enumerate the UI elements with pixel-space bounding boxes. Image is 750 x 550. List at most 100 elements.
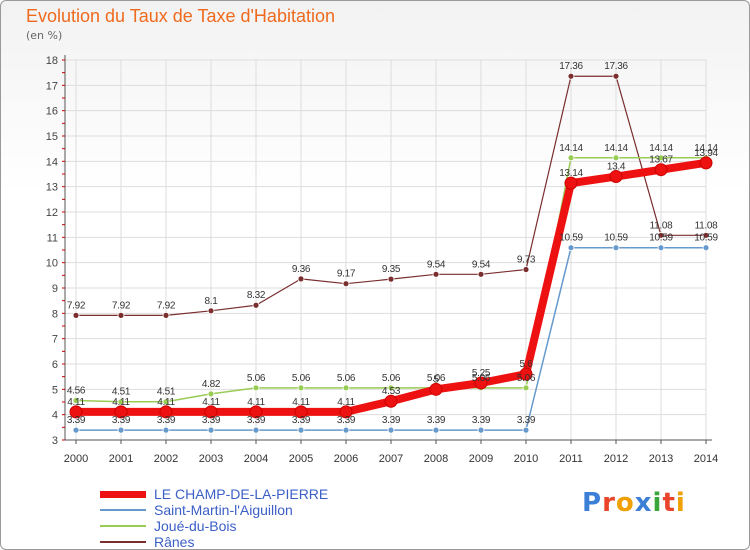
data-point	[387, 426, 395, 434]
data-label: 3.39	[337, 415, 356, 426]
data-point	[387, 275, 395, 283]
data-point	[612, 244, 620, 252]
data-label: 4.82	[202, 379, 221, 390]
data-point	[477, 270, 485, 278]
legend-item: Rânes	[100, 534, 328, 550]
y-tick-label: 10	[46, 258, 58, 270]
data-label: 4.53	[382, 386, 401, 397]
data-point	[162, 426, 170, 434]
data-point	[252, 384, 260, 392]
data-label: 5.06	[382, 373, 401, 384]
data-label: 4.51	[112, 387, 131, 398]
data-point	[432, 426, 440, 434]
data-point	[612, 72, 620, 80]
data-point	[159, 405, 173, 419]
series-1	[72, 244, 710, 434]
data-label: 11.08	[695, 220, 719, 231]
data-point	[654, 163, 668, 177]
data-point	[567, 154, 575, 162]
data-label: 10.59	[649, 233, 673, 244]
data-label: 3.39	[157, 415, 176, 426]
y-tick-label: 3	[52, 435, 58, 447]
y-tick-label: 9	[52, 283, 58, 295]
data-point	[114, 405, 128, 419]
y-tick-label: 14	[46, 156, 58, 168]
y-tick-label: 11	[47, 232, 58, 244]
data-point	[657, 231, 665, 239]
data-label: 3.39	[472, 415, 491, 426]
legend-label: Rânes	[154, 533, 195, 550]
data-point	[342, 384, 350, 392]
data-label: 3.39	[67, 415, 86, 426]
legend-item: Joué-du-Bois	[100, 518, 328, 534]
data-point	[567, 72, 575, 80]
data-label: 5.06	[292, 373, 311, 384]
data-label: 9.54	[427, 259, 446, 270]
data-label: 3.39	[247, 415, 266, 426]
data-label: 5.06	[427, 373, 446, 384]
x-tick-label: 2001	[109, 453, 133, 465]
data-label: 8.1	[204, 296, 218, 307]
data-point	[252, 301, 260, 309]
data-label: 4.11	[112, 397, 130, 408]
data-point	[387, 384, 395, 392]
x-tick-label: 2010	[514, 453, 538, 465]
data-point	[117, 311, 125, 319]
data-point	[162, 311, 170, 319]
x-tick-label: 2014	[694, 453, 718, 465]
data-point	[609, 170, 623, 184]
data-label: 9.54	[472, 259, 491, 270]
y-tick-label: 5	[52, 384, 58, 396]
data-point	[339, 405, 353, 419]
legend-label: Saint-Martin-l'Aiguillon	[154, 501, 293, 518]
data-point	[207, 390, 215, 398]
data-point	[249, 405, 263, 419]
data-label: 7.92	[157, 300, 176, 311]
legend-label: LE CHAMP-DE-LA-PIERRE	[154, 485, 329, 502]
y-tick-label: 7	[52, 334, 58, 346]
y-tick-label: 15	[46, 131, 58, 143]
x-tick-label: 2008	[424, 453, 448, 465]
legend-swatch	[100, 509, 146, 511]
data-label: 11.08	[650, 220, 674, 231]
data-point	[69, 405, 83, 419]
grid	[65, 59, 707, 441]
proxiti-logo: Proxiti	[582, 488, 686, 518]
data-label: 3.39	[427, 415, 446, 426]
data-label: 5.25	[472, 368, 491, 379]
x-tick-label: 2002	[154, 453, 178, 465]
y-tick-label: 12	[46, 207, 58, 219]
data-label: 14.14	[604, 143, 628, 154]
data-point	[432, 270, 440, 278]
data-point	[657, 154, 665, 162]
data-point	[522, 266, 530, 273]
data-point	[702, 244, 710, 252]
data-label: 10.59	[604, 233, 628, 244]
data-point	[564, 176, 578, 190]
data-label: 5.06	[337, 373, 356, 384]
legend-label: Joué-du-Bois	[154, 517, 237, 534]
data-point	[702, 231, 710, 239]
x-tick-label: 2006	[334, 453, 358, 465]
data-label: 5	[433, 374, 439, 385]
data-label: 4.11	[337, 397, 355, 408]
data-point	[294, 405, 308, 419]
data-point	[522, 384, 530, 392]
data-point	[297, 275, 305, 283]
y-tick-label: 8	[52, 308, 58, 320]
data-point	[297, 426, 305, 434]
data-label: 13.94	[694, 148, 718, 159]
data-label: 9.35	[382, 264, 401, 275]
data-point	[72, 397, 80, 404]
x-tick-label: 2000	[64, 453, 88, 465]
x-tick-label: 2012	[604, 453, 628, 465]
data-point	[72, 311, 80, 319]
data-label: 14.14	[559, 143, 583, 154]
data-label: 7.92	[67, 300, 86, 311]
data-label: 3.39	[202, 415, 221, 426]
data-point	[117, 426, 125, 434]
data-label: 17.36	[559, 61, 583, 72]
legend-item: Saint-Martin-l'Aiguillon	[100, 502, 328, 518]
data-point	[429, 382, 443, 396]
